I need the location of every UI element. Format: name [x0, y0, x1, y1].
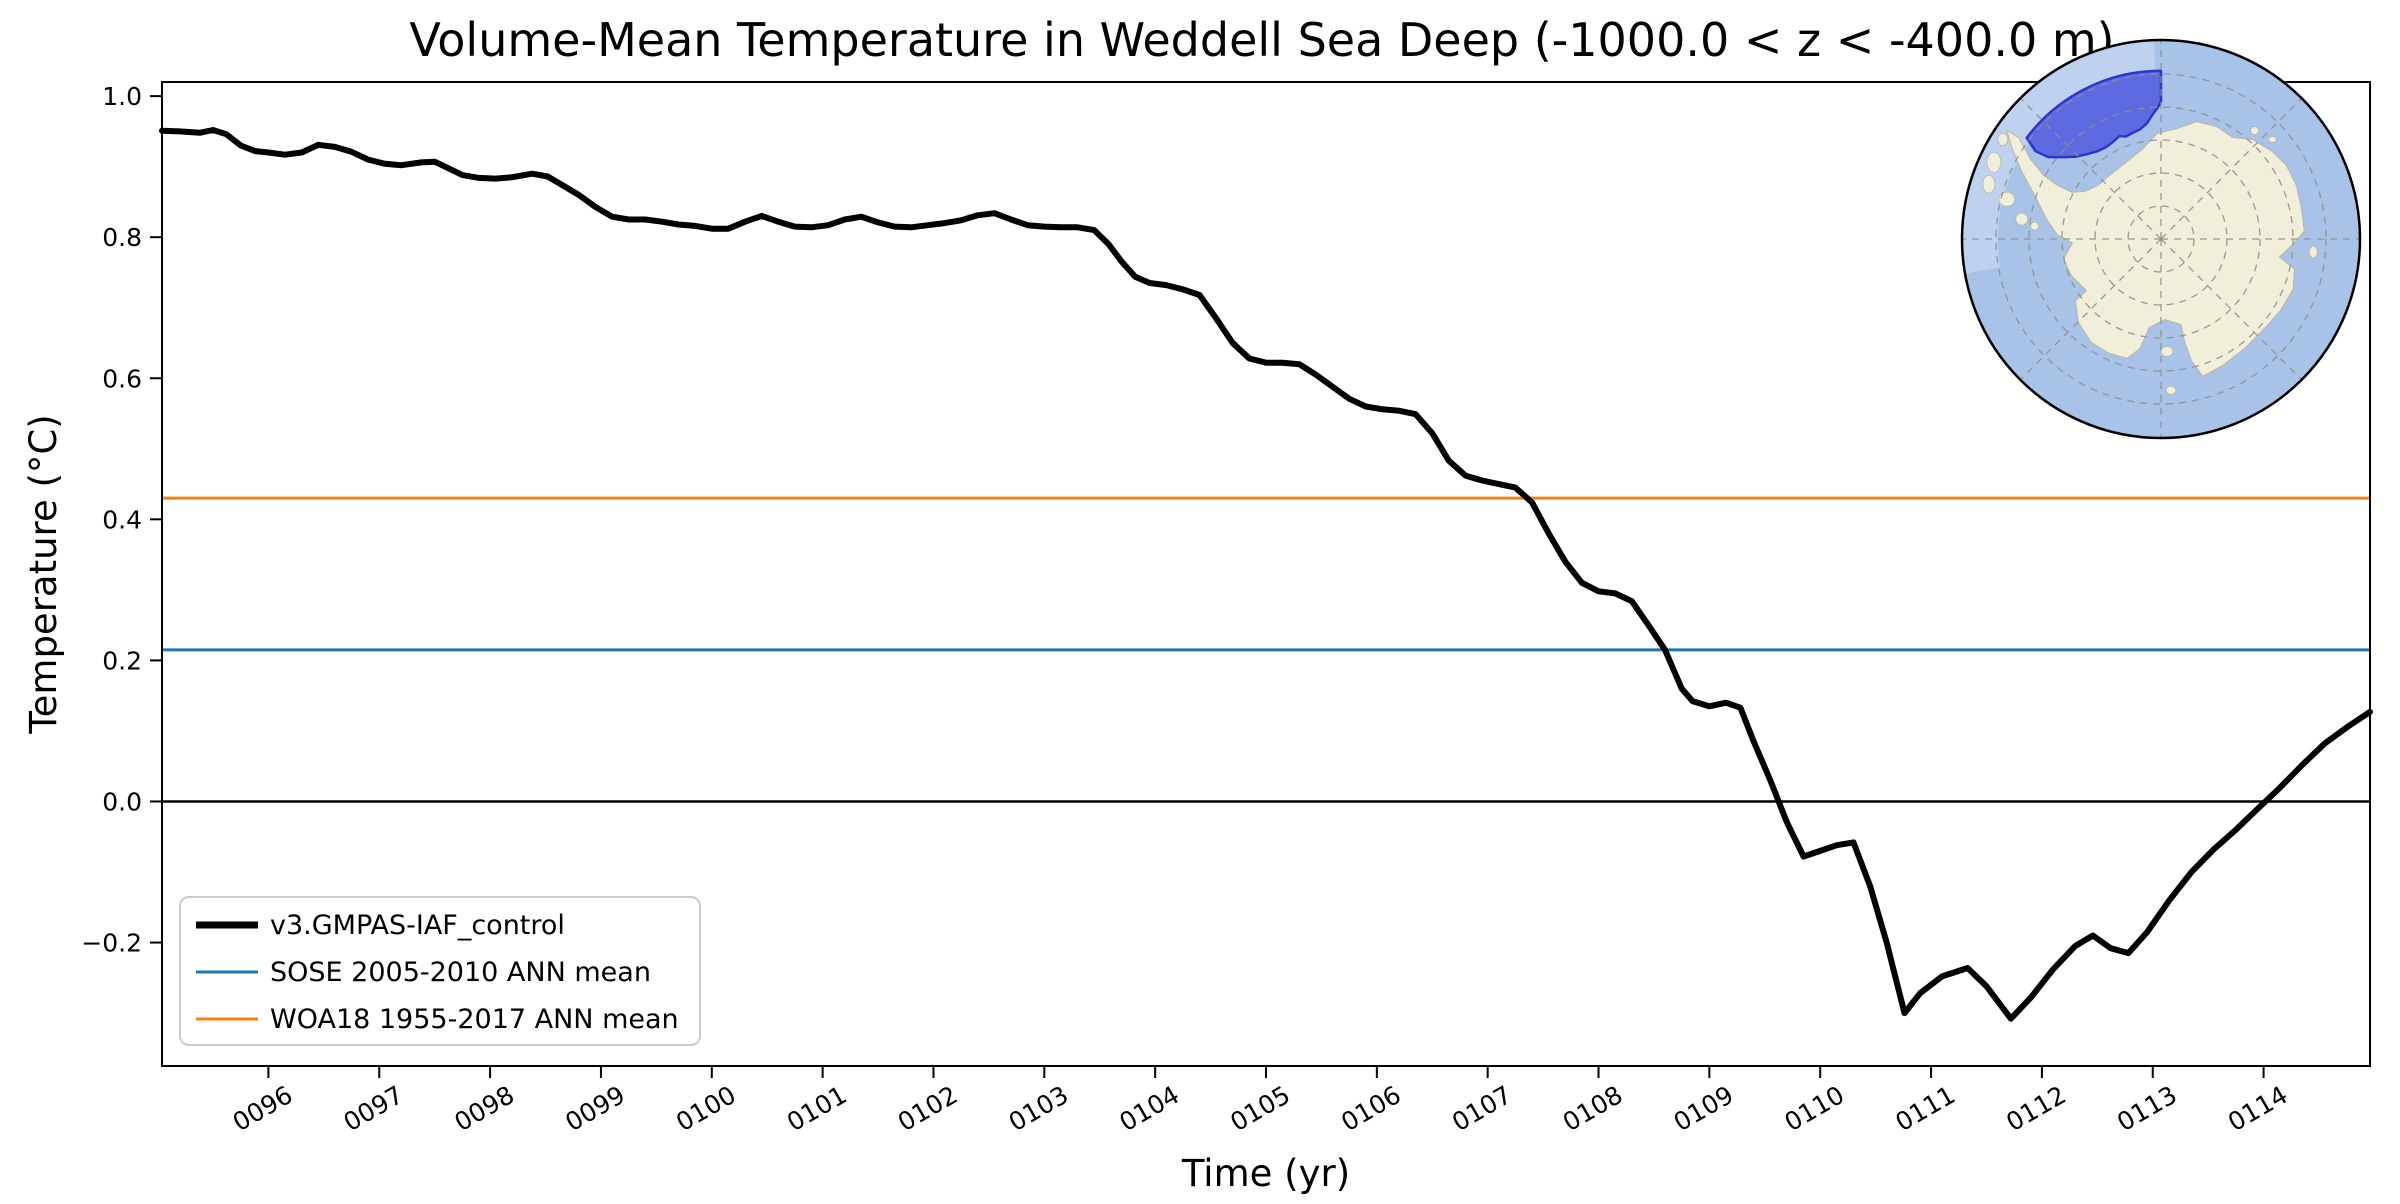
chart-title: Volume-Mean Temperature in Weddell Sea D… — [409, 13, 2114, 67]
y-tick-label: 0.2 — [102, 646, 142, 675]
map-outline — [1960, 38, 2362, 440]
x-tick-label: 0102 — [893, 1080, 963, 1137]
antarctic-map-inset — [1960, 38, 2362, 440]
legend-label-woa: WOA18 1955-2017 ANN mean — [270, 1004, 679, 1035]
legend-label-sose: SOSE 2005-2010 ANN mean — [270, 957, 651, 988]
x-axis-label: Time (yr) — [1181, 1152, 1350, 1195]
legend-label-model: v3.GMPAS-IAF_control — [270, 910, 565, 941]
x-tick-label: 0104 — [1115, 1080, 1185, 1137]
weddell-sea-region-highlight — [2025, 69, 2163, 159]
x-tick-label: 0114 — [2223, 1080, 2293, 1137]
legend-frame — [179, 896, 701, 1046]
x-tick-label: 0110 — [1780, 1080, 1850, 1137]
x-tick-label: 0096 — [228, 1080, 298, 1137]
x-tick-label: 0098 — [449, 1080, 519, 1137]
graticule-parallel — [1995, 73, 2327, 405]
x-tick-label: 0105 — [1225, 1080, 1295, 1137]
islet — [1986, 151, 2002, 173]
y-tick-label: −0.2 — [81, 929, 142, 958]
islet — [2160, 346, 2174, 357]
x-tick-label: 0101 — [782, 1080, 852, 1137]
x-tick-label: 0103 — [1004, 1080, 1074, 1137]
x-tick-label: 0111 — [1890, 1080, 1960, 1137]
y-tick-label: 0.4 — [102, 505, 142, 534]
x-tick-label: 0113 — [2112, 1080, 2182, 1137]
legend: v3.GMPAS-IAF_control SOSE 2005-2010 ANN … — [179, 896, 701, 1046]
x-tick-label: 0106 — [1336, 1080, 1406, 1137]
islet — [2030, 221, 2040, 231]
series-line-model — [159, 127, 2373, 1022]
islet — [2308, 245, 2318, 259]
x-tick-label: 0109 — [1669, 1080, 1739, 1137]
islet — [2268, 136, 2277, 143]
islet — [2250, 126, 2259, 135]
islet — [2165, 385, 2177, 395]
islet — [1982, 174, 1996, 194]
inset-map-content — [1962, 40, 2360, 438]
y-axis-label: Temperature (°C) — [22, 414, 65, 734]
islet — [2015, 212, 2029, 226]
x-tick-label: 0099 — [560, 1080, 630, 1137]
y-tick-label: 0.0 — [102, 787, 142, 816]
x-tick-label: 0100 — [671, 1080, 741, 1137]
x-tick-label: 0108 — [1558, 1080, 1628, 1137]
x-tick-label: 0097 — [339, 1080, 409, 1137]
y-tick-label: 0.6 — [102, 364, 142, 393]
antarctica-landmass — [2006, 121, 2305, 377]
islet — [1998, 191, 2016, 207]
ocean-light-sector — [1962, 40, 2156, 274]
y-tick-label: 0.8 — [102, 223, 142, 252]
x-tick-label: 0112 — [2001, 1080, 2071, 1137]
islet — [1997, 133, 2009, 146]
y-tick-label: 1.0 — [102, 82, 142, 111]
graticule-parallel — [2061, 139, 2261, 339]
x-tick-label: 0107 — [1447, 1080, 1517, 1137]
